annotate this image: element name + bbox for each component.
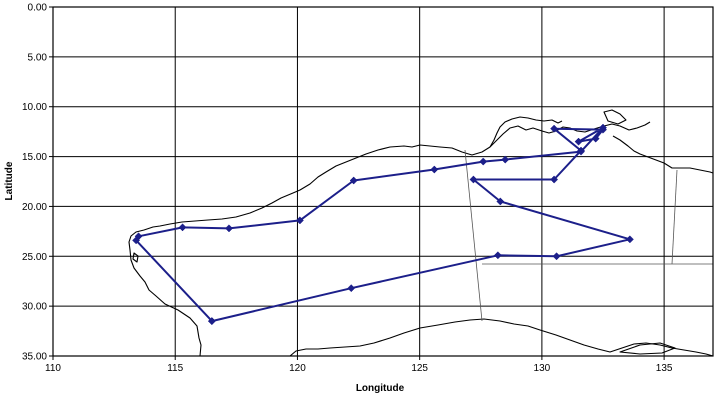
route-point-marker (496, 197, 505, 206)
route-point-marker (132, 236, 141, 245)
coastline-top-end (489, 116, 563, 148)
island-west (132, 252, 139, 263)
coastline-south (289, 318, 714, 357)
route-point-marker (574, 137, 583, 146)
route-point-marker (591, 134, 600, 143)
route-point-marker (599, 123, 607, 132)
route-point-marker (577, 147, 585, 156)
y-tick-label: 15.00 (22, 152, 47, 163)
x-tick-label: 115 (167, 363, 183, 374)
y-axis-label: Latitude (4, 161, 15, 200)
plot-area (53, 7, 713, 356)
route-point-marker (347, 284, 356, 293)
route-point-marker (493, 251, 502, 260)
y-tick-label: 30.00 (22, 302, 47, 313)
route-point-marker (349, 176, 358, 185)
route-point-marker (178, 223, 187, 232)
x-tick-label: 130 (534, 363, 551, 374)
border-nt-qld (671, 169, 678, 265)
route-point-marker (625, 235, 634, 244)
route-series (132, 123, 634, 326)
route-point-marker (552, 252, 561, 261)
y-tick-label: 20.00 (22, 202, 47, 213)
y-tick-label: 35.00 (22, 352, 47, 363)
route-point-marker (295, 216, 304, 225)
axes: 110 115 120 125 130 135 0.00 5.00 10.00 15.00 20.0… (22, 3, 714, 374)
x-tick-label: 135 (656, 363, 673, 374)
route-point-marker (550, 124, 559, 133)
y-tick-label: 5.00 (28, 52, 48, 63)
y-tick-label: 25.00 (22, 252, 47, 263)
route-point-marker (479, 157, 488, 166)
route-point-marker (225, 224, 233, 233)
route-point-marker (430, 165, 439, 174)
border-wa-nt-sa (464, 149, 483, 322)
route-point-marker (469, 175, 478, 184)
route-point-marker (550, 175, 559, 184)
plot-border (52, 6, 714, 357)
x-axis-label: Longitude (356, 383, 405, 394)
y-tick-label: 0.00 (28, 3, 48, 14)
state-borders (464, 149, 713, 322)
y-tick-label: 10.00 (22, 102, 47, 113)
x-tick-label: 110 (45, 363, 61, 374)
route-point-marker (501, 155, 510, 164)
x-tick-label: 120 (289, 363, 306, 374)
x-tick-label: 125 (411, 363, 428, 374)
route-point-marker (207, 317, 216, 326)
island-north (603, 109, 627, 125)
coastline-gulf (612, 135, 714, 174)
island-south-east (619, 342, 676, 355)
